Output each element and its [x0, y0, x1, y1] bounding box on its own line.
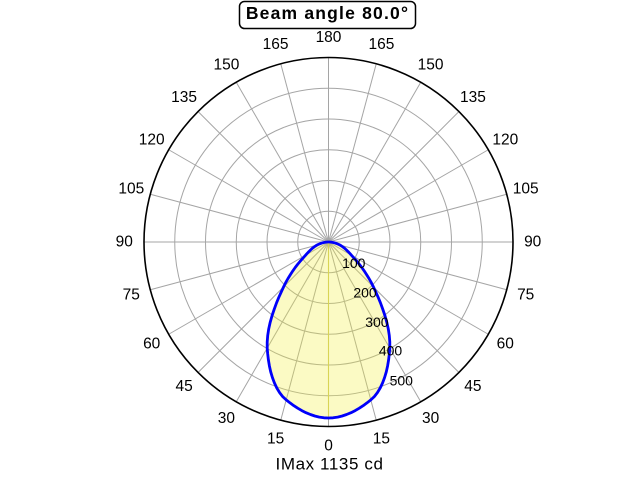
svg-text:150: 150	[418, 57, 444, 74]
svg-text:120: 120	[139, 131, 165, 148]
svg-text:15: 15	[267, 431, 284, 448]
svg-text:15: 15	[373, 431, 390, 448]
svg-text:135: 135	[460, 89, 486, 106]
svg-text:150: 150	[213, 57, 239, 74]
svg-text:90: 90	[524, 233, 542, 250]
svg-text:IMax 1135 cd: IMax 1135 cd	[276, 455, 384, 474]
svg-text:100: 100	[342, 255, 366, 271]
svg-text:180: 180	[316, 29, 342, 46]
svg-text:Beam angle 80.0°: Beam angle 80.0°	[246, 3, 409, 23]
svg-text:0: 0	[324, 438, 333, 455]
svg-text:135: 135	[171, 89, 197, 106]
svg-text:200: 200	[353, 284, 377, 300]
svg-text:45: 45	[464, 378, 481, 395]
svg-text:500: 500	[390, 373, 414, 389]
svg-text:165: 165	[263, 36, 289, 53]
svg-text:400: 400	[379, 343, 403, 359]
svg-text:60: 60	[143, 336, 161, 353]
svg-text:75: 75	[123, 286, 140, 303]
svg-text:75: 75	[517, 286, 534, 303]
svg-text:45: 45	[175, 378, 192, 395]
svg-text:60: 60	[497, 336, 515, 353]
svg-text:105: 105	[118, 181, 144, 198]
svg-text:300: 300	[365, 314, 389, 330]
svg-text:165: 165	[368, 36, 394, 53]
svg-text:30: 30	[422, 410, 440, 427]
svg-text:105: 105	[513, 181, 539, 198]
svg-text:30: 30	[218, 410, 236, 427]
svg-text:90: 90	[116, 233, 134, 250]
svg-text:120: 120	[492, 131, 518, 148]
